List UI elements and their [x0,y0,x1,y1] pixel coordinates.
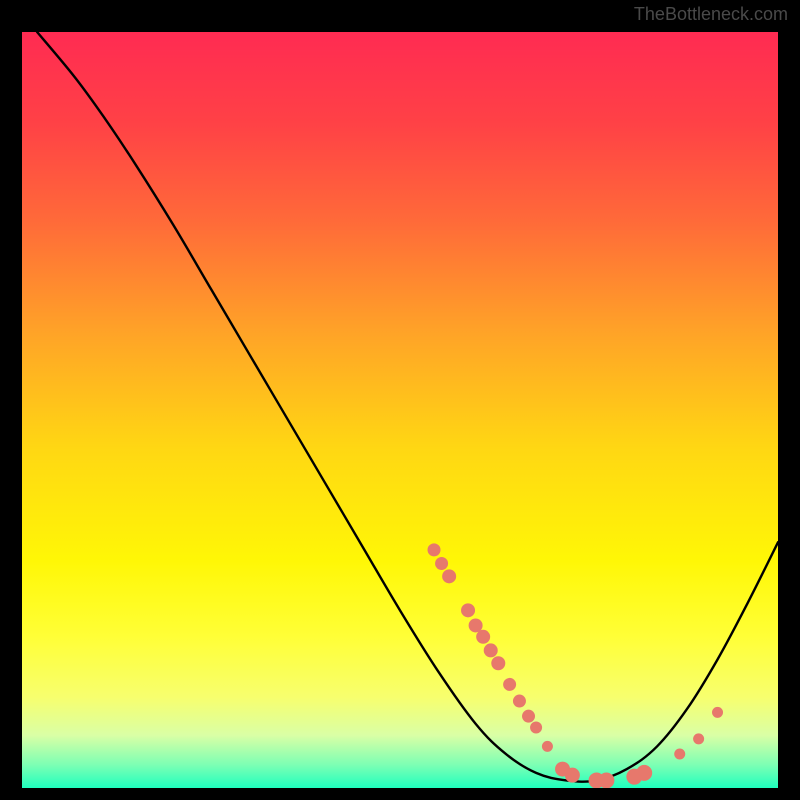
data-marker [435,557,448,570]
data-marker [530,722,542,734]
data-marker [565,768,580,783]
data-marker [693,733,704,744]
attribution-text: TheBottleneck.com [634,4,788,25]
data-marker [428,543,441,556]
data-marker [476,630,490,644]
bottleneck-chart [22,32,778,788]
data-marker [522,710,535,723]
gradient-background [22,32,778,788]
data-marker [484,643,498,657]
data-marker [542,741,553,752]
data-marker [674,748,685,759]
data-marker [712,707,723,718]
data-marker [491,656,505,670]
data-marker [598,772,614,788]
data-marker [503,678,516,691]
data-marker [513,695,526,708]
data-marker [461,603,475,617]
data-marker [442,569,456,583]
chart-container [22,32,778,788]
data-marker [636,765,652,781]
